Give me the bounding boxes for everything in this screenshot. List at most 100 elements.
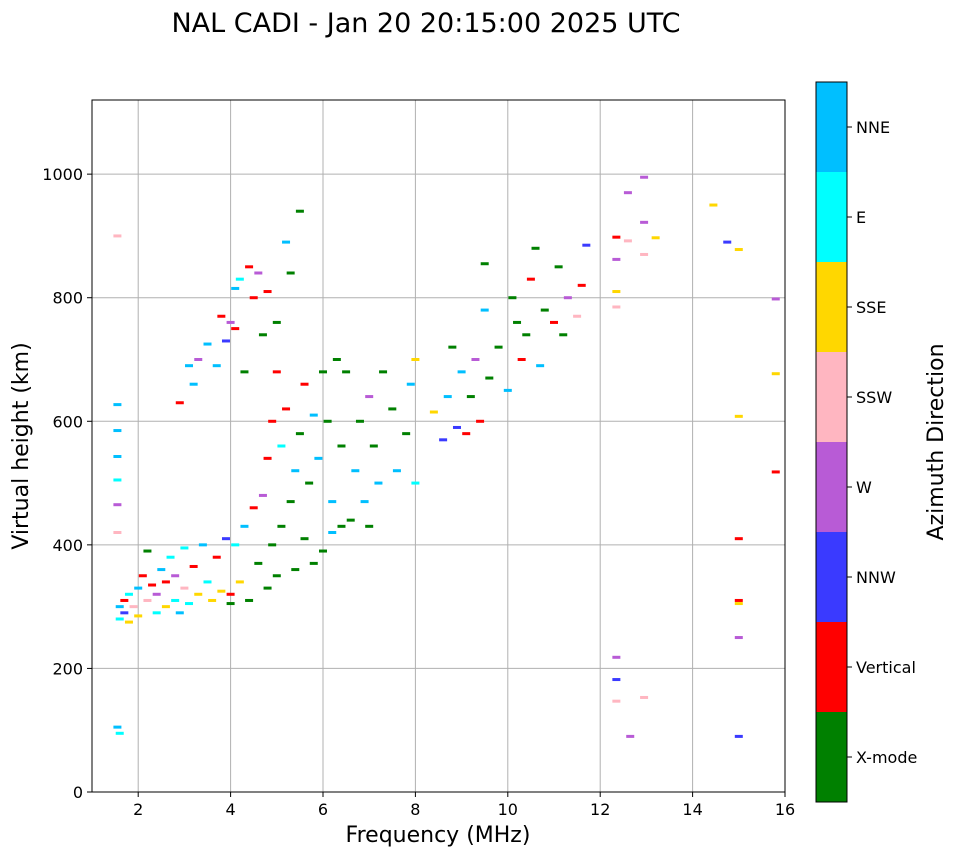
data-point — [226, 320, 235, 324]
y-tick-label: 400 — [52, 536, 83, 555]
data-point — [277, 444, 286, 448]
data-point — [171, 574, 180, 578]
data-point — [120, 611, 129, 615]
data-point — [171, 598, 180, 602]
data-point — [180, 586, 189, 590]
colorbar-segment — [816, 352, 847, 442]
data-point — [113, 531, 122, 534]
x-tick-label: 6 — [318, 800, 328, 819]
data-point — [651, 236, 660, 240]
data-point — [263, 586, 272, 590]
data-point — [189, 564, 198, 568]
data-point — [189, 382, 198, 386]
data-point — [494, 345, 503, 349]
data-point — [332, 358, 341, 361]
data-point — [231, 543, 240, 547]
data-point — [175, 611, 184, 615]
data-point — [439, 438, 448, 442]
data-point — [282, 240, 291, 244]
data-point — [235, 277, 244, 281]
data-point — [323, 419, 332, 423]
colorbar-label: NNE — [856, 118, 890, 137]
data-point — [134, 586, 143, 590]
data-point — [640, 220, 649, 224]
x-axis: 2 4 6 8 10 12 14 16 — [133, 792, 795, 819]
colorbar: X-mode Vertical NNW W SSW SSE E NNE — [815, 81, 917, 803]
data-point — [143, 549, 152, 553]
data-point — [612, 235, 621, 239]
data-point — [573, 314, 582, 318]
y-tick-label: 0 — [73, 783, 83, 802]
data-point — [295, 432, 304, 436]
data-point — [771, 297, 780, 301]
data-point — [291, 568, 300, 572]
data-point — [612, 257, 621, 261]
colorbar-segment — [816, 622, 847, 712]
data-point — [448, 345, 457, 349]
data-point — [402, 432, 411, 436]
x-tick-label: 4 — [226, 800, 236, 819]
data-point — [328, 531, 337, 534]
data-point — [337, 444, 346, 448]
x-tick-label: 10 — [498, 800, 518, 819]
colorbar-segment — [816, 262, 847, 352]
data-point — [379, 370, 388, 374]
x-tick-label: 2 — [133, 800, 143, 819]
data-point — [185, 364, 194, 368]
data-point — [272, 574, 281, 578]
data-point — [166, 555, 175, 559]
data-point — [115, 731, 124, 735]
x-tick-label: 16 — [775, 800, 795, 819]
data-point — [148, 583, 157, 587]
colorbar-title: Azimuth Direction — [924, 343, 949, 540]
data-point — [180, 546, 189, 550]
data-point — [411, 481, 420, 485]
data-point — [161, 580, 170, 584]
data-point — [249, 296, 258, 300]
y-tick-label: 600 — [52, 412, 83, 431]
data-point — [466, 395, 475, 399]
data-point — [152, 611, 161, 615]
data-point — [452, 425, 461, 429]
data-point — [258, 493, 267, 497]
data-point — [559, 333, 568, 337]
data-point — [272, 320, 281, 324]
data-point — [563, 296, 572, 300]
data-point — [337, 524, 346, 528]
data-point — [462, 432, 471, 436]
data-point — [291, 469, 300, 473]
data-point — [734, 537, 743, 541]
colorbar-segment — [816, 172, 847, 262]
data-point — [411, 358, 420, 361]
data-point — [245, 265, 254, 269]
data-point — [640, 252, 649, 256]
data-point — [522, 333, 531, 337]
data-point — [113, 429, 122, 433]
data-point — [388, 407, 397, 411]
data-point — [626, 734, 635, 738]
data-point — [355, 419, 364, 423]
data-point — [113, 478, 122, 482]
data-point — [485, 376, 494, 380]
data-point — [134, 614, 143, 618]
data-point — [309, 413, 318, 417]
data-point — [526, 277, 535, 281]
data-point — [406, 382, 415, 386]
data-point — [612, 655, 621, 659]
data-point — [263, 456, 272, 460]
data-point — [513, 320, 522, 324]
data-point — [295, 209, 304, 213]
data-point — [249, 506, 258, 510]
colorbar-label: X-mode — [856, 748, 917, 767]
colorbar-label: E — [856, 208, 866, 227]
data-point — [471, 358, 480, 361]
data-point — [508, 296, 517, 300]
data-point — [723, 240, 732, 244]
data-point — [328, 500, 337, 504]
data-point — [640, 175, 649, 179]
data-point — [226, 592, 235, 596]
data-point — [115, 605, 124, 609]
data-point — [203, 580, 212, 584]
data-point — [734, 602, 743, 606]
